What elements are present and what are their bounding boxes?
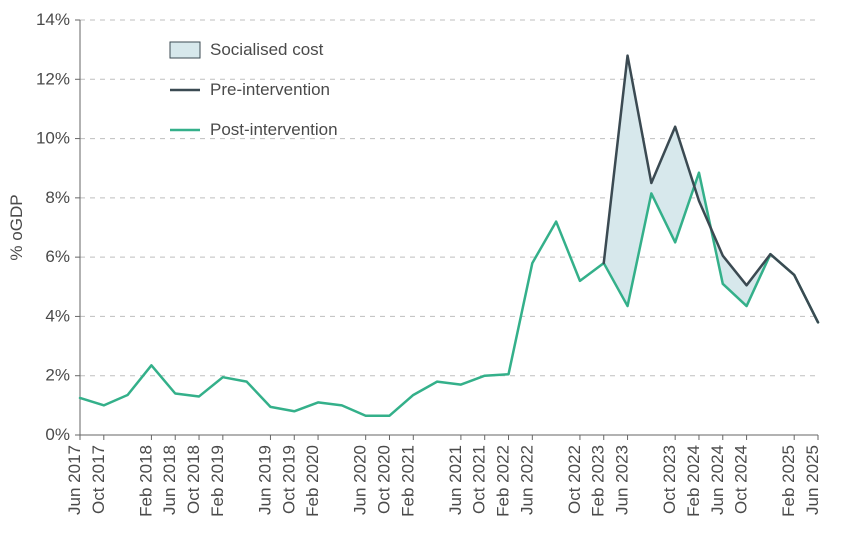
chart-svg: 0% 2% 4% 6% 8% 10% 12% 14% % oGDP Jun 2017 Oct 201… — [0, 0, 848, 553]
x-tick-label: Oct 2021 — [470, 445, 489, 514]
y-tick-label: 10% — [36, 129, 70, 148]
x-tick-label: Feb 2022 — [494, 445, 513, 517]
y-tick-label: 6% — [45, 247, 70, 266]
y-tick-label: 0% — [45, 425, 70, 444]
y-tick-label: 2% — [45, 366, 70, 385]
x-tick-label: Jun 2018 — [160, 445, 179, 515]
x-tick-label: Jun 2020 — [351, 445, 370, 515]
x-tick-label: Feb 2020 — [303, 445, 322, 517]
y-tick-label: 4% — [45, 306, 70, 325]
x-tick-label: Oct 2022 — [565, 445, 584, 514]
y-axis-title: % oGDP — [7, 194, 26, 260]
y-tick-label: 8% — [45, 188, 70, 207]
x-tick-label: Jun 2022 — [517, 445, 536, 515]
x-tick-label: Oct 2023 — [660, 445, 679, 514]
x-tick-label: Jun 2017 — [65, 445, 84, 515]
y-tick-label: 14% — [36, 10, 70, 29]
post-intervention-line — [80, 173, 818, 416]
x-tick-label: Oct 2019 — [279, 445, 298, 514]
x-tick-label: Jun 2021 — [446, 445, 465, 515]
x-tick-label: Feb 2018 — [136, 445, 155, 517]
x-tick-label: Feb 2025 — [779, 445, 798, 517]
x-tick-label: Oct 2018 — [184, 445, 203, 514]
x-tick-label: Oct 2017 — [89, 445, 108, 514]
x-tick-label: Jun 2025 — [803, 445, 822, 515]
x-tick-label: Feb 2019 — [208, 445, 227, 517]
x-tick-label: Feb 2023 — [589, 445, 608, 517]
legend-label: Socialised cost — [210, 40, 324, 59]
legend-swatch-area — [170, 42, 200, 58]
gdp-chart: 0% 2% 4% 6% 8% 10% 12% 14% % oGDP Jun 2017 Oct 201… — [0, 0, 848, 553]
x-tick-label: Feb 2024 — [684, 445, 703, 517]
x-tick-label: Jun 2019 — [255, 445, 274, 515]
legend-label: Post-intervention — [210, 120, 338, 139]
legend-label: Pre-intervention — [210, 80, 330, 99]
y-tick-label: 12% — [36, 69, 70, 88]
x-tick-label: Feb 2021 — [398, 445, 417, 517]
x-tick-label: Jun 2024 — [708, 445, 727, 515]
x-tick-label: Jun 2023 — [613, 445, 632, 515]
x-tick-label: Oct 2020 — [374, 445, 393, 514]
x-tick-label: Oct 2024 — [732, 445, 751, 514]
